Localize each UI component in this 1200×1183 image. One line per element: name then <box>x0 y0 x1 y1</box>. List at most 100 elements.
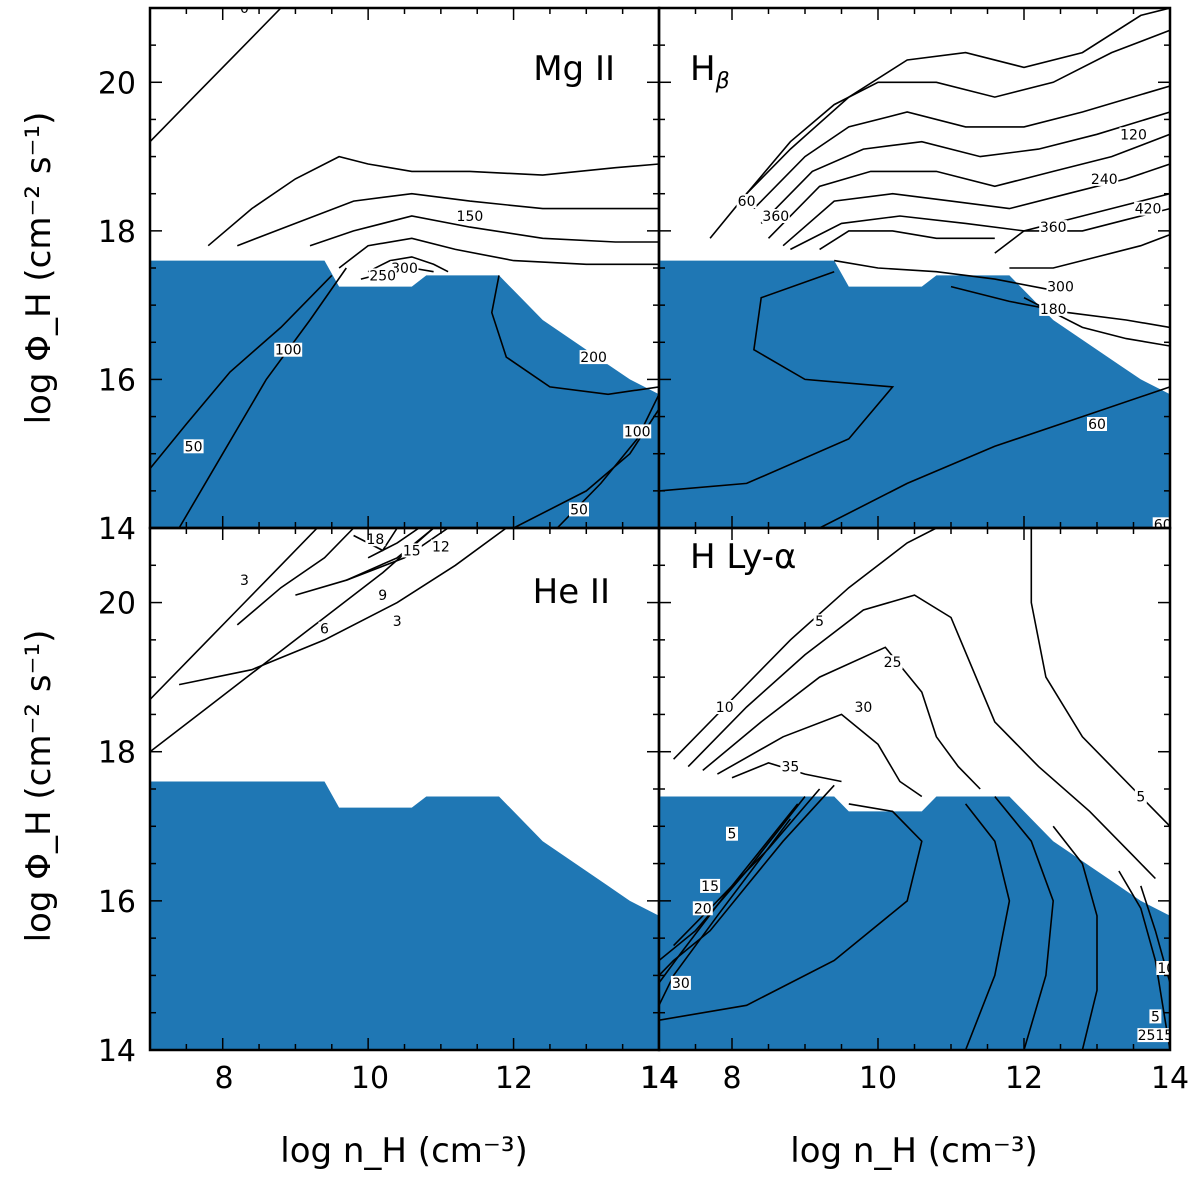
contour-label-bg <box>274 342 303 357</box>
contour-label: 5 <box>1136 790 1145 806</box>
contour-label: 100 <box>624 424 651 440</box>
contour-label-bg <box>670 975 691 990</box>
contour-label: 150 <box>457 209 484 225</box>
contour-label-bg <box>714 700 735 714</box>
contour-label: 360 <box>1040 220 1067 236</box>
contour-label-bg <box>569 502 589 517</box>
contour-label: 10 <box>716 700 734 716</box>
contour-label-bg <box>780 759 801 774</box>
contour-line <box>353 528 398 552</box>
y-tick-label: 14 <box>98 512 136 547</box>
contour-label: 200 <box>580 350 607 366</box>
contour-label: 5 <box>728 827 737 843</box>
contour-label-bg <box>813 614 826 629</box>
contour-label-bg <box>391 614 404 629</box>
contour-label-bg <box>365 532 386 547</box>
x-tick-label: 12 <box>495 1061 533 1096</box>
contour-label-bg <box>1119 127 1148 142</box>
contour-line <box>687 594 1156 880</box>
y-tick-label: 20 <box>98 66 136 101</box>
shaded-region <box>659 260 1170 528</box>
contour-label: 0 <box>240 1 249 17</box>
contour-line <box>207 155 659 247</box>
contour-line <box>367 256 449 273</box>
axis-labels-group: log Φ_H (cm⁻² s⁻¹) log Φ_H (cm⁻² s⁻¹) lo… <box>19 112 1038 1171</box>
xlabel-right: log n_H (cm⁻³) <box>790 1131 1037 1171</box>
shaded-region <box>150 781 659 1050</box>
contour-label-bg <box>318 621 331 636</box>
contour-label-bg <box>430 539 451 554</box>
contour-label-bg <box>579 350 608 365</box>
contour-line <box>236 528 355 626</box>
ticks <box>658 527 1171 1051</box>
contour-label: 250 <box>369 268 396 284</box>
contour-label: 5 <box>815 614 824 630</box>
contour-line <box>745 29 1170 195</box>
contour-label-bg <box>390 261 419 275</box>
y-tick-label: 20 <box>98 587 136 622</box>
plot-area: 5 10 25 30 35 5 5 15 20 30 10 5 2515 <box>659 528 1175 1050</box>
contour-label: 5 <box>1151 1009 1160 1025</box>
contour-label: 300 <box>1047 280 1074 296</box>
contour-label: 50 <box>570 502 588 518</box>
contour-line <box>1030 528 1170 827</box>
contour-label: 6 <box>320 622 329 638</box>
contour-line <box>709 8 1170 239</box>
xlabel-left: log n_H (cm⁻³) <box>280 1131 527 1171</box>
contour-line <box>760 111 1170 224</box>
contour-label: 3 <box>240 573 249 589</box>
contour-label: 120 <box>1120 127 1147 143</box>
contour-line <box>1009 233 1170 269</box>
y-tick-label: 18 <box>98 215 136 250</box>
contour-label: 100 <box>275 343 302 359</box>
contour-label: 3 <box>393 614 402 630</box>
ylabel-bottom: log Φ_H (cm⁻² s⁻¹) <box>19 630 59 943</box>
contour-label: 10 <box>1157 961 1175 977</box>
contour-line <box>150 274 333 470</box>
contour-label-bg <box>1087 417 1107 431</box>
contour-label: 25 <box>884 655 902 671</box>
contour-line <box>150 8 282 143</box>
x-tick-label: 12 <box>1005 1061 1043 1096</box>
contour-label-bg <box>1090 171 1119 186</box>
contour-line <box>150 528 318 701</box>
contour-label-bg <box>183 439 204 454</box>
contour-line <box>659 803 923 1021</box>
contour-line <box>717 713 923 798</box>
contour-label: 18 <box>366 532 384 548</box>
contour-line <box>659 818 792 1006</box>
contour-label-bg <box>1134 789 1147 804</box>
shaded-region <box>150 260 659 528</box>
contour-line <box>659 803 799 984</box>
ylabel-top: log Φ_H (cm⁻² s⁻¹) <box>19 112 59 425</box>
y-tick-label: 14 <box>98 1034 136 1069</box>
contour-label: 300 <box>391 261 418 277</box>
contour-line <box>309 215 659 247</box>
contour-label: 9 <box>378 588 387 604</box>
contour-label: 35 <box>781 760 799 776</box>
contour-label-bg <box>1039 301 1068 316</box>
contour-label: 15 <box>403 543 421 559</box>
contour-label: 360 <box>762 209 789 225</box>
contour-line <box>178 267 347 528</box>
contour-label-bg <box>1149 1009 1162 1024</box>
contour-line <box>295 528 435 596</box>
y-tick-label: 16 <box>98 363 136 398</box>
contour-label-bg <box>1156 961 1170 975</box>
contour-label: 2515 <box>1138 1028 1174 1044</box>
panel-bottom-left: 3 18 15 12 9 6 3 14 16 18 20 8 10 12 14 He II <box>98 526 678 1096</box>
contour-line <box>790 192 1170 251</box>
contour-label-bg <box>238 8 251 15</box>
contour-label-bg <box>401 543 422 558</box>
panel-title: Hβ <box>690 49 730 94</box>
x-tick-label: 10 <box>351 1061 389 1096</box>
x-tick-label: 14 <box>1151 1061 1189 1096</box>
panel-title: Mg II <box>533 49 615 89</box>
contour-label: 50 <box>185 439 203 455</box>
contour-label: 30 <box>854 700 872 716</box>
contour-label-bg <box>368 268 397 283</box>
contour-line <box>834 259 1054 292</box>
contour-label: 60 <box>1088 417 1106 433</box>
